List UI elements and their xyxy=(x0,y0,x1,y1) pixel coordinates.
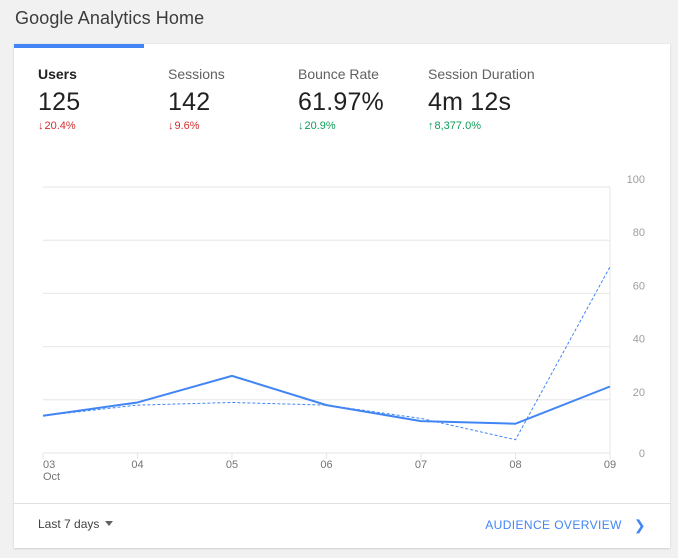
audience-overview-link[interactable]: AUDIENCE OVERVIEW ❯ xyxy=(485,517,646,534)
metric-label: Sessions xyxy=(168,66,225,82)
metric-session-duration[interactable]: Session Duration 4m 12s ↑8,377.0% xyxy=(428,66,558,132)
y-tick-label: 80 xyxy=(633,227,645,239)
y-tick-label: 40 xyxy=(633,334,645,346)
down-arrow-icon: ↓ xyxy=(168,120,174,132)
x-tick-label: 05 xyxy=(226,459,238,471)
y-tick-label: 100 xyxy=(627,174,645,186)
metric-delta-value: 8,377.0% xyxy=(434,120,481,132)
active-metric-indicator xyxy=(14,44,144,48)
metric-delta-value: 20.9% xyxy=(304,120,336,132)
up-arrow-icon: ↑ xyxy=(428,120,434,132)
page-title: Google Analytics Home xyxy=(15,8,205,28)
caret-down-icon xyxy=(105,521,114,526)
chevron-right-icon: ❯ xyxy=(633,517,646,533)
metric-label: Bounce Rate xyxy=(298,66,379,82)
y-tick-label: 0 xyxy=(639,448,645,460)
x-tick-label: 04 xyxy=(131,459,143,471)
x-tick-label: 07 xyxy=(415,459,427,471)
metric-value: 142 xyxy=(168,88,211,116)
x-tick-label: 09 xyxy=(604,459,616,471)
analytics-card: Users 125 ↓20.4% Sessions 142 ↓9.6% Boun… xyxy=(14,44,670,548)
metric-delta: ↓20.4% xyxy=(38,120,168,132)
date-range-dropdown[interactable]: Last 7 days xyxy=(38,517,114,531)
metric-label: Session Duration xyxy=(428,66,535,82)
metric-bounce-rate[interactable]: Bounce Rate 61.97% ↓20.9% xyxy=(298,66,428,132)
users-line-chart: 0 20 40 60 80 100 03 04 05 06 07 08 09 Oct xyxy=(42,174,645,483)
down-arrow-icon: ↓ xyxy=(38,120,44,132)
metric-delta-value: 20.4% xyxy=(44,120,76,132)
metric-label: Users xyxy=(38,66,77,82)
metric-delta: ↓9.6% xyxy=(168,120,298,132)
x-month-label: Oct xyxy=(43,471,60,483)
users-series-line xyxy=(42,374,611,425)
audience-overview-label: AUDIENCE OVERVIEW xyxy=(485,518,622,532)
date-range-label: Last 7 days xyxy=(38,517,100,531)
metric-delta: ↓20.9% xyxy=(298,120,428,132)
metric-value: 4m 12s xyxy=(428,88,512,116)
metric-delta-value: 9.6% xyxy=(174,120,200,132)
metric-users[interactable]: Users 125 ↓20.4% xyxy=(38,66,168,132)
x-tick-label: 08 xyxy=(509,459,521,471)
y-tick-label: 60 xyxy=(633,280,645,292)
y-tick-label: 20 xyxy=(633,387,645,399)
metric-delta: ↑8,377.0% xyxy=(428,120,558,132)
metric-sessions[interactable]: Sessions 142 ↓9.6% xyxy=(168,66,298,132)
comparison-series-line xyxy=(42,266,611,441)
metric-value: 125 xyxy=(38,88,81,116)
card-footer: Last 7 days AUDIENCE OVERVIEW ❯ xyxy=(14,503,670,548)
down-arrow-icon: ↓ xyxy=(298,120,304,132)
x-tick-label: 03 xyxy=(43,459,55,471)
x-tick-label: 06 xyxy=(320,459,332,471)
metric-value: 61.97% xyxy=(298,88,384,116)
